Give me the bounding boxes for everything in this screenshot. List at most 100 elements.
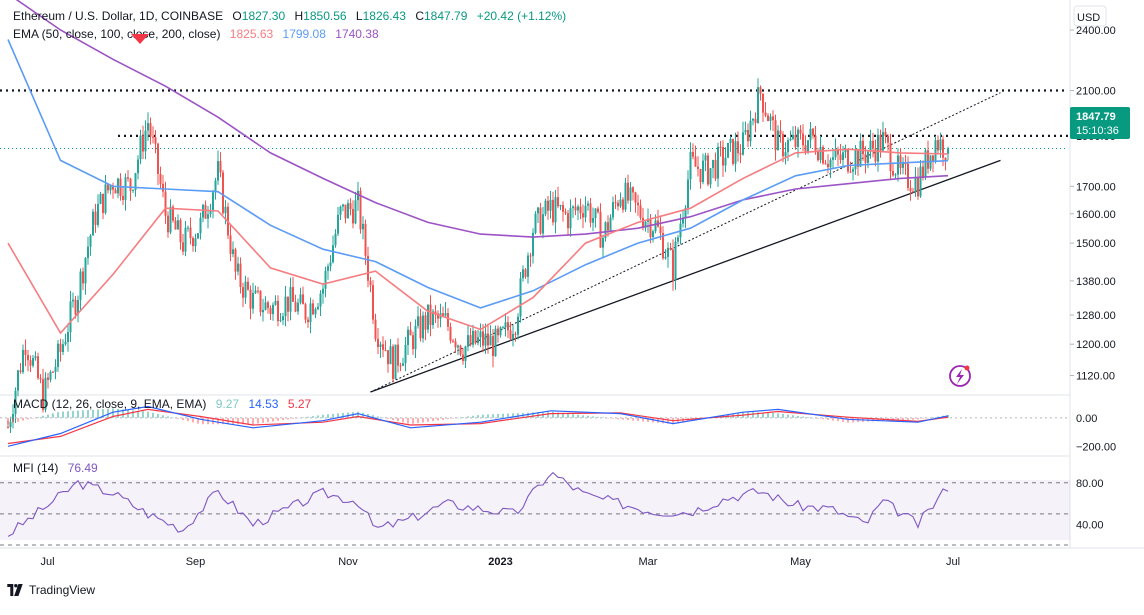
candle-body[interactable] [187,227,189,229]
candle-body[interactable] [347,203,349,219]
candle-body[interactable] [32,358,34,366]
candle-body[interactable] [934,140,937,162]
candle-body[interactable] [587,203,589,206]
candle-body[interactable] [717,146,719,179]
candle-body[interactable] [307,319,309,323]
candle-body[interactable] [207,214,209,219]
candle-body[interactable] [947,148,949,154]
candle-body[interactable] [162,183,164,192]
candle-body[interactable] [102,193,104,213]
candle-body[interactable] [669,247,672,250]
candle-body[interactable] [567,213,569,229]
candle-body[interactable] [922,166,924,177]
candle-body[interactable] [377,338,379,347]
candle-body[interactable] [637,202,639,206]
candle-body[interactable] [777,130,779,151]
candle-body[interactable] [124,177,127,200]
candle-body[interactable] [664,256,667,259]
candle-body[interactable] [174,220,177,230]
candle-body[interactable] [842,152,844,160]
candle-body[interactable] [762,93,764,113]
candle-body[interactable] [807,140,809,153]
candle-body[interactable] [282,316,284,321]
footer-brand[interactable]: TradingView [6,583,95,597]
candle-body[interactable] [602,238,604,248]
candle-body[interactable] [457,345,459,348]
candle-body[interactable] [724,157,727,166]
candle-body[interactable] [177,220,179,230]
candle-body[interactable] [917,176,919,197]
candle-body[interactable] [49,371,52,380]
candle-body[interactable] [524,269,527,277]
candle-body[interactable] [277,300,279,322]
candle-body[interactable] [829,160,832,168]
candle-body[interactable] [224,206,227,214]
candle-body[interactable] [374,319,377,339]
candle-body[interactable] [884,132,887,136]
candle-body[interactable] [132,190,134,191]
candle-body[interactable] [39,378,42,380]
candle-body[interactable] [359,190,362,230]
candle-body[interactable] [804,145,807,153]
candle-body[interactable] [944,157,947,161]
candle-body[interactable] [732,138,734,164]
candle-body[interactable] [659,226,662,233]
candle-body[interactable] [519,278,522,317]
candle-body[interactable] [622,199,624,210]
candle-body[interactable] [797,129,799,147]
candle-body[interactable] [417,316,419,326]
candle-body[interactable] [504,322,507,328]
candle-body[interactable] [382,344,384,350]
candle-body[interactable] [782,134,784,157]
candle-body[interactable] [499,327,502,336]
candle-body[interactable] [87,246,89,259]
candle-body[interactable] [597,208,599,213]
candle-body[interactable] [849,171,852,173]
candle-body[interactable] [244,281,247,298]
candle-body[interactable] [742,132,744,155]
candle-body[interactable] [147,123,149,131]
candle-body[interactable] [827,163,829,168]
candle-body[interactable] [909,188,912,192]
candle-body[interactable] [387,350,389,365]
candle-body[interactable] [69,301,72,333]
candle-body[interactable] [79,271,82,300]
candle-body[interactable] [27,355,29,361]
candle-body[interactable] [919,166,922,197]
candle-body[interactable] [684,208,687,219]
candle-body[interactable] [554,197,557,223]
candle-body[interactable] [72,299,74,302]
candle-body[interactable] [407,329,409,345]
candle-body[interactable] [239,263,242,287]
candle-body[interactable] [492,336,494,357]
candle-body[interactable] [537,207,539,214]
candle-body[interactable] [532,232,534,257]
candle-body[interactable] [547,200,549,211]
candle-body[interactable] [882,132,884,151]
candle-body[interactable] [92,211,94,236]
candle-body[interactable] [467,335,469,347]
candle-body[interactable] [787,140,789,153]
candle-body[interactable] [472,330,474,345]
candle-body[interactable] [674,241,677,281]
candle-body[interactable] [754,118,757,123]
candle-body[interactable] [927,150,929,169]
candle-body[interactable] [859,140,862,167]
candle-body[interactable] [214,180,217,193]
candle-body[interactable] [627,182,629,201]
candle-body[interactable] [562,205,564,212]
candle-body[interactable] [349,203,352,210]
candle-body[interactable] [332,245,334,263]
candle-body[interactable] [144,130,147,152]
candle-body[interactable] [74,299,77,315]
candle-body[interactable] [764,112,767,116]
candle-body[interactable] [399,365,402,367]
candle-body[interactable] [494,328,497,357]
candle-body[interactable] [704,155,707,161]
candle-body[interactable] [169,206,172,233]
candle-body[interactable] [767,115,769,122]
candle-body[interactable] [14,390,17,415]
candle-body[interactable] [774,120,777,151]
candle-body[interactable] [344,204,347,219]
candle-body[interactable] [569,208,572,229]
